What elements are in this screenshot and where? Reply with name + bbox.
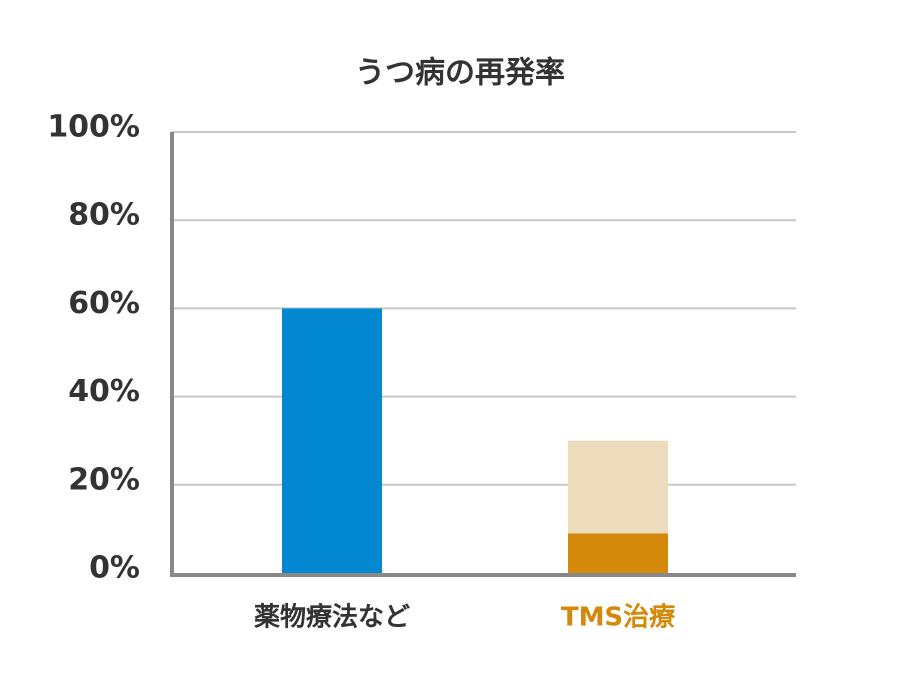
bar: [282, 308, 382, 573]
chart-title: うつ病の再発率: [355, 56, 565, 91]
y-tick-label: 100%: [47, 110, 140, 145]
y-tick-label: 0%: [89, 551, 140, 586]
y-tick-label: 80%: [68, 198, 140, 233]
bar: [568, 440, 668, 534]
x-tick-label: TMS治療: [561, 603, 676, 633]
y-tick-label: 40%: [68, 374, 140, 409]
y-tick-label: 20%: [68, 462, 140, 497]
y-tick-label: 60%: [68, 286, 140, 321]
bar: [568, 533, 668, 573]
x-tick-label: 薬物療法など: [254, 603, 410, 633]
